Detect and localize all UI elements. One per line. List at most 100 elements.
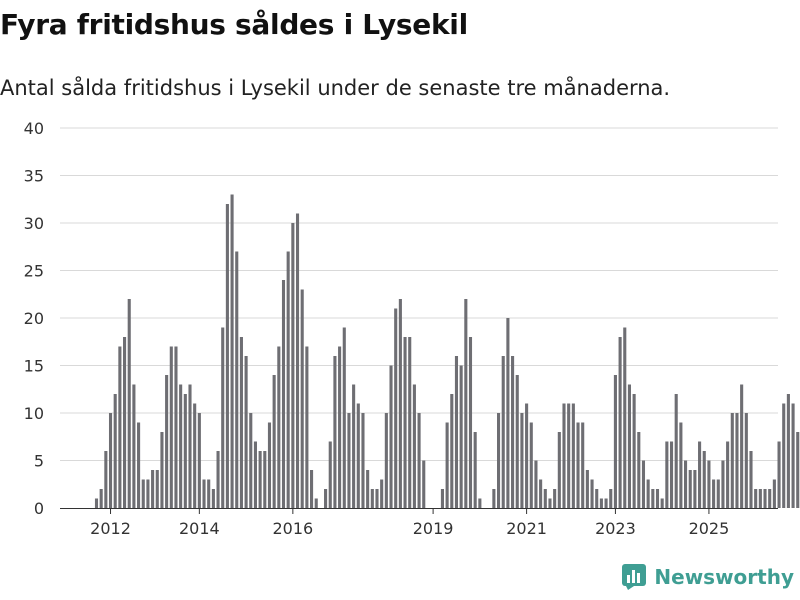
bar	[352, 384, 356, 508]
bar	[698, 441, 702, 508]
bar	[454, 356, 459, 508]
bar	[417, 413, 421, 508]
bar	[627, 384, 631, 508]
bar	[244, 356, 248, 508]
bar	[571, 403, 575, 508]
bar	[520, 413, 524, 508]
bar	[641, 460, 646, 508]
bar	[721, 460, 725, 508]
bar	[99, 489, 103, 508]
y-axis-ticks: 0 5 10 15 20 25 30 35 40	[24, 119, 44, 518]
bar	[104, 451, 108, 508]
bars	[94, 194, 800, 508]
bar	[445, 422, 449, 508]
bar	[515, 375, 519, 508]
bar	[422, 460, 426, 508]
bar	[576, 422, 580, 508]
bar	[707, 460, 711, 508]
chart-subtitle: Antal sålda fritidshus i Lysekil under d…	[0, 76, 671, 100]
bar	[221, 327, 225, 508]
bar	[188, 384, 192, 508]
y-tick-label: 15	[24, 357, 44, 376]
bar	[403, 337, 407, 508]
bar	[281, 280, 286, 508]
bar	[660, 498, 664, 508]
bar	[127, 299, 131, 508]
brand-logo: Newsworthy	[622, 564, 794, 590]
bar	[389, 365, 393, 508]
bar	[408, 337, 412, 508]
bar	[342, 327, 346, 508]
bar	[295, 213, 300, 508]
x-tick-label: 2014	[179, 519, 220, 538]
bar	[688, 470, 692, 508]
bar	[179, 384, 183, 508]
bar	[151, 470, 155, 508]
bar	[740, 384, 744, 508]
bar	[567, 403, 571, 508]
bar	[94, 498, 99, 508]
bar	[118, 346, 122, 508]
bar	[165, 375, 169, 508]
bar	[310, 470, 314, 508]
bar	[193, 403, 197, 508]
bar	[211, 489, 215, 508]
y-tick-label: 25	[24, 262, 44, 281]
bar	[791, 403, 795, 508]
bar	[328, 441, 332, 508]
x-tick-label: 2019	[413, 519, 454, 538]
y-tick-label: 40	[24, 119, 44, 138]
bar	[543, 489, 547, 508]
bar	[684, 460, 688, 508]
bar	[754, 489, 758, 508]
bar	[623, 327, 627, 508]
bar	[735, 413, 739, 508]
bar	[553, 489, 557, 508]
bar	[581, 422, 585, 508]
bar	[786, 394, 790, 508]
bar	[207, 479, 211, 508]
bar	[197, 413, 201, 508]
bar	[758, 489, 762, 508]
brand-name: Newsworthy	[654, 565, 794, 589]
bar	[314, 498, 318, 508]
bar	[468, 337, 473, 508]
bar	[286, 251, 290, 508]
bar	[384, 413, 388, 508]
bar	[174, 346, 178, 508]
bar	[726, 441, 730, 508]
bar	[141, 479, 145, 508]
bar	[394, 308, 398, 508]
bar	[230, 194, 234, 508]
bar	[277, 346, 281, 508]
bar	[440, 489, 444, 508]
bar	[137, 422, 141, 508]
bar	[333, 356, 337, 508]
bar	[258, 451, 262, 508]
bar	[679, 422, 683, 508]
bar	[450, 394, 454, 508]
x-tick-label: 2023	[595, 519, 636, 538]
bar	[763, 489, 767, 508]
bar	[730, 413, 734, 508]
y-tick-label: 35	[24, 167, 44, 186]
bar	[291, 223, 295, 508]
y-tick-label: 20	[24, 309, 44, 328]
bar	[160, 432, 164, 508]
bar	[655, 489, 660, 508]
bar	[618, 337, 622, 508]
bar	[665, 441, 669, 508]
bar	[595, 489, 599, 508]
bar	[459, 365, 463, 508]
bar	[796, 432, 800, 508]
bar	[356, 403, 360, 508]
bar	[599, 498, 603, 508]
bar	[108, 413, 113, 508]
bar	[412, 384, 416, 508]
bar	[497, 413, 501, 508]
chart-title: Fyra fritidshus såldes i Lysekil	[0, 8, 468, 41]
bar	[609, 489, 613, 508]
bar	[604, 498, 608, 508]
bar	[272, 375, 276, 508]
